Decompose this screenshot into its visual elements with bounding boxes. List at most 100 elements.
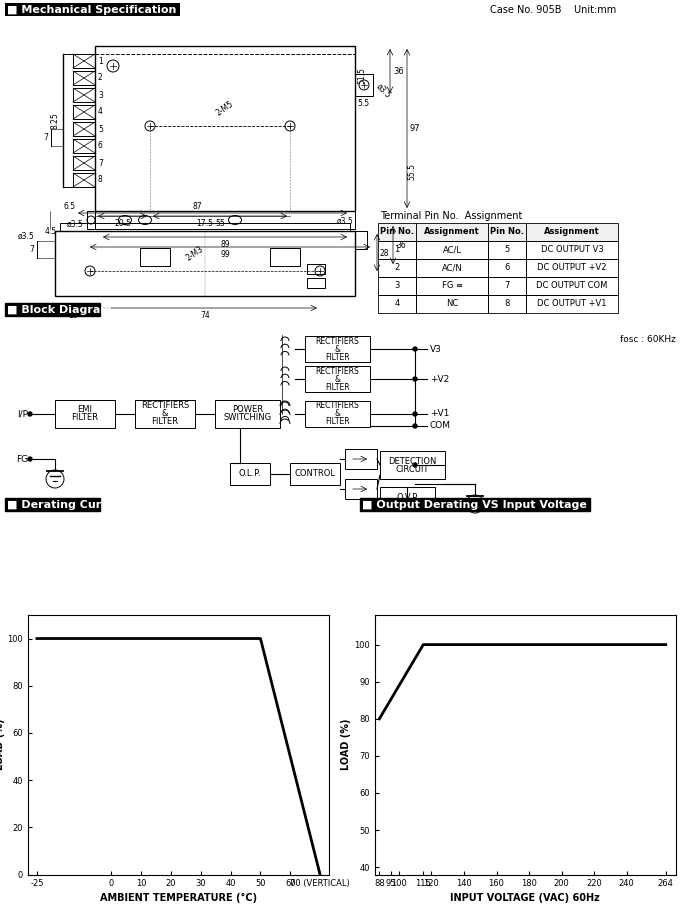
Text: 8: 8	[504, 300, 510, 309]
Bar	[416, 277, 488, 295]
Circle shape	[28, 412, 32, 416]
Text: &: &	[335, 374, 340, 384]
Text: 6: 6	[504, 263, 510, 272]
Text: 17.5: 17.5	[197, 219, 214, 228]
Text: 5: 5	[98, 125, 103, 134]
Text: 36: 36	[393, 67, 404, 76]
Text: 97: 97	[410, 124, 421, 133]
Text: &: &	[162, 410, 168, 418]
Text: CONTROL: CONTROL	[295, 469, 335, 478]
Text: &: &	[335, 344, 340, 353]
Bar	[307, 278, 325, 288]
Text: Terminal Pin No.  Assignment: Terminal Pin No. Assignment	[380, 211, 522, 221]
Bar	[526, 295, 618, 313]
Bar	[305, 336, 370, 362]
Circle shape	[413, 412, 417, 416]
Text: SWITCHING: SWITCHING	[223, 414, 272, 423]
Text: RECTIFIERS: RECTIFIERS	[316, 366, 359, 375]
Bar	[378, 241, 416, 259]
Bar	[488, 277, 526, 295]
Text: Assignment: Assignment	[424, 228, 480, 237]
Text: 6.5: 6.5	[63, 202, 75, 211]
Bar	[87, 211, 95, 229]
Text: FILTER: FILTER	[71, 414, 99, 423]
Bar	[95, 211, 355, 229]
Text: 5.5: 5.5	[357, 99, 369, 108]
Text: 2-M3: 2-M3	[185, 245, 205, 263]
Bar	[55, 400, 115, 428]
Bar	[270, 248, 300, 266]
Text: FILTER: FILTER	[326, 383, 350, 392]
Bar	[307, 264, 325, 274]
Text: &: &	[335, 410, 340, 418]
Text: ø3.5: ø3.5	[375, 82, 393, 100]
Text: +V2: +V2	[430, 374, 449, 384]
Bar	[380, 487, 435, 509]
Bar	[73, 71, 95, 85]
Text: 6: 6	[98, 141, 103, 150]
Text: Assignment: Assignment	[544, 228, 600, 237]
Bar	[230, 463, 270, 485]
Text: ■ Derating Curve: ■ Derating Curve	[7, 500, 116, 510]
Text: 99: 99	[220, 250, 230, 259]
Circle shape	[413, 347, 417, 351]
Text: ø3.5: ø3.5	[18, 231, 35, 241]
Text: COM: COM	[430, 422, 451, 431]
Text: 18: 18	[68, 311, 77, 320]
Bar	[73, 156, 95, 170]
Text: FILTER: FILTER	[151, 417, 178, 426]
Bar	[73, 88, 95, 102]
Text: 8.25: 8.25	[50, 112, 59, 128]
X-axis label: INPUT VOLTAGE (VAC) 60Hz: INPUT VOLTAGE (VAC) 60Hz	[450, 893, 600, 903]
Text: 5: 5	[505, 245, 510, 254]
Bar	[416, 295, 488, 313]
Text: Pin No.: Pin No.	[380, 228, 414, 237]
Text: 87: 87	[193, 202, 202, 211]
Bar	[416, 259, 488, 277]
Text: ø3.5: ø3.5	[337, 217, 354, 226]
Text: DETECTION: DETECTION	[389, 456, 437, 466]
Text: ■ Mechanical Specification: ■ Mechanical Specification	[7, 5, 176, 15]
Text: O.V.P.: O.V.P.	[396, 494, 419, 503]
Text: 4: 4	[98, 107, 103, 117]
Bar	[526, 277, 618, 295]
Bar	[55, 231, 355, 296]
Text: 2-M5: 2-M5	[215, 99, 235, 118]
Bar	[73, 105, 95, 119]
Bar	[73, 139, 95, 153]
Text: 4: 4	[394, 300, 400, 309]
Text: 1: 1	[98, 56, 103, 66]
Text: EMI: EMI	[78, 405, 92, 415]
Bar	[5, 498, 100, 511]
Text: NC: NC	[446, 300, 458, 309]
Bar	[60, 223, 350, 231]
Bar	[95, 46, 355, 211]
Bar	[488, 295, 526, 313]
Text: 74: 74	[200, 311, 210, 320]
Circle shape	[413, 424, 417, 428]
Text: 20.5: 20.5	[114, 219, 131, 228]
Text: ø3.5: ø3.5	[67, 220, 84, 229]
Text: 3: 3	[394, 281, 400, 291]
Bar	[73, 54, 95, 68]
Bar	[215, 400, 280, 428]
Text: Case No. 905B    Unit:mm: Case No. 905B Unit:mm	[490, 5, 616, 15]
Text: 36: 36	[396, 241, 406, 251]
Text: Pin No.: Pin No.	[490, 228, 524, 237]
Text: RECTIFIERS: RECTIFIERS	[316, 402, 359, 411]
Bar	[488, 259, 526, 277]
Text: I/P: I/P	[17, 410, 28, 418]
Text: 7: 7	[504, 281, 510, 291]
Circle shape	[413, 463, 417, 467]
Bar	[135, 400, 195, 428]
Bar	[73, 173, 95, 187]
Text: DC OUTPUT COM: DC OUTPUT COM	[536, 281, 608, 291]
Bar	[5, 3, 180, 16]
Bar	[416, 241, 488, 259]
Text: CIRCUIT: CIRCUIT	[395, 465, 429, 474]
Text: POWER: POWER	[232, 405, 263, 415]
Text: ■ Output Derating VS Input Voltage: ■ Output Derating VS Input Voltage	[362, 500, 587, 510]
Text: FILTER: FILTER	[326, 417, 350, 426]
Bar	[360, 498, 590, 511]
Bar	[378, 259, 416, 277]
